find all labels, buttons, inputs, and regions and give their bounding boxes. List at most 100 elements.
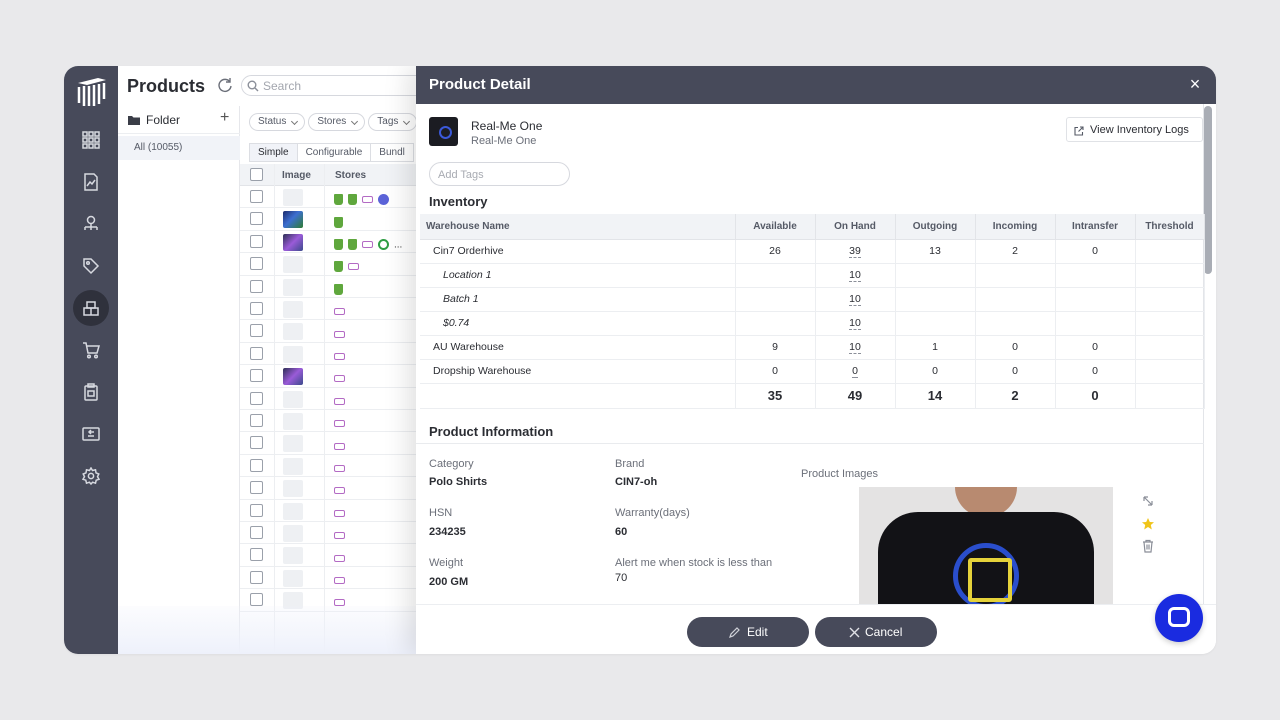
- tab-bundle[interactable]: Bundl: [370, 143, 414, 162]
- table-row[interactable]: [240, 410, 418, 433]
- woo-store-icon: [334, 353, 345, 361]
- table-row[interactable]: [240, 276, 418, 298]
- cart-icon[interactable]: [73, 332, 109, 368]
- table-row[interactable]: [240, 320, 418, 343]
- inventory-incoming: 0: [975, 359, 1056, 384]
- table-row[interactable]: [240, 477, 418, 500]
- add-tags-input[interactable]: [438, 167, 558, 182]
- tab-simple[interactable]: Simple: [249, 143, 298, 162]
- product-information-title: Product Information: [429, 424, 554, 439]
- row-checkbox[interactable]: [250, 234, 263, 248]
- round-store-icon: [378, 239, 389, 251]
- settings-icon[interactable]: [73, 458, 109, 494]
- returns-icon[interactable]: [73, 416, 109, 452]
- inventory-on-hand[interactable]: 10: [815, 335, 896, 360]
- inventory-on-hand[interactable]: 39: [815, 239, 896, 264]
- row-checkbox[interactable]: [250, 302, 263, 315]
- row-checkbox[interactable]: [250, 391, 263, 405]
- expand-icon[interactable]: [1141, 494, 1155, 508]
- warehouse-name: AU Warehouse: [420, 335, 736, 360]
- add-tags-field[interactable]: [429, 162, 570, 186]
- row-checkbox[interactable]: [250, 212, 263, 226]
- row-checkbox[interactable]: [250, 570, 263, 584]
- close-icon[interactable]: ×: [1189, 74, 1201, 94]
- network-icon[interactable]: [73, 206, 109, 242]
- row-checkbox[interactable]: [250, 503, 263, 517]
- add-folder-button[interactable]: +: [220, 109, 230, 126]
- on-hand-link[interactable]: 10: [849, 341, 861, 354]
- on-hand-link[interactable]: 10: [849, 269, 861, 282]
- reports-icon[interactable]: [73, 164, 109, 200]
- row-checkbox[interactable]: [250, 346, 263, 360]
- inventory-intransfer: 0: [1055, 239, 1136, 264]
- filter-tags[interactable]: Tags: [368, 113, 418, 131]
- table-row[interactable]: [240, 186, 418, 209]
- inventory-icon[interactable]: [73, 290, 109, 326]
- row-checkbox[interactable]: [250, 526, 263, 539]
- filter-stores[interactable]: Stores: [308, 113, 366, 131]
- inventory-row: Location 1 10: [420, 263, 1205, 288]
- inventory-on-hand[interactable]: 10: [815, 263, 896, 288]
- inventory-column-header: On Hand: [815, 214, 896, 240]
- inventory-outgoing: 1: [895, 335, 976, 360]
- row-checkbox[interactable]: [250, 481, 263, 495]
- tab-configurable[interactable]: Configurable: [296, 143, 372, 162]
- edit-button[interactable]: Edit: [687, 617, 809, 647]
- shopify-store-icon: [334, 216, 343, 228]
- inventory-column-header: Warehouse Name: [420, 214, 736, 240]
- row-checkbox[interactable]: [250, 369, 263, 383]
- table-row[interactable]: [240, 343, 418, 366]
- inventory-on-hand[interactable]: 10: [815, 287, 896, 312]
- row-checkbox[interactable]: [250, 324, 263, 338]
- cancel-button[interactable]: Cancel: [815, 617, 937, 647]
- table-row[interactable]: [240, 253, 418, 276]
- refresh-icon[interactable]: [217, 77, 233, 93]
- row-checkbox[interactable]: [250, 279, 263, 293]
- table-row[interactable]: [240, 432, 418, 455]
- row-checkbox[interactable]: [250, 257, 263, 271]
- table-row[interactable]: [240, 455, 418, 478]
- tag-icon[interactable]: [73, 248, 109, 284]
- table-row[interactable]: [240, 544, 418, 567]
- store-icons: [334, 303, 350, 321]
- search-box[interactable]: [241, 75, 431, 96]
- product-image[interactable]: [859, 487, 1113, 607]
- folder-column: Folder + All (10055): [118, 106, 240, 654]
- on-hand-link[interactable]: 10: [849, 317, 861, 330]
- product-detail-panel: Product Detail × Real-Me One Real-Me One…: [416, 66, 1216, 654]
- search-input[interactable]: [263, 77, 413, 94]
- inventory-body: Cin7 Orderhive 26 39 13 2 0 Location 1 10 Batch …: [420, 239, 1205, 409]
- dashboard-icon[interactable]: [73, 122, 109, 158]
- scrollbar[interactable]: [1204, 106, 1212, 274]
- table-row[interactable]: [240, 388, 418, 410]
- row-checkbox[interactable]: [250, 593, 263, 607]
- row-checkbox[interactable]: [250, 436, 263, 450]
- folder-item-all[interactable]: All (10055): [118, 136, 240, 160]
- select-all-checkbox[interactable]: [250, 168, 263, 181]
- on-hand-link[interactable]: 39: [849, 245, 861, 258]
- row-checkbox[interactable]: [250, 414, 263, 427]
- table-row[interactable]: [240, 365, 418, 388]
- table-row[interactable]: [240, 522, 418, 545]
- table-row[interactable]: [240, 567, 418, 590]
- inventory-on-hand[interactable]: 10: [815, 311, 896, 336]
- inventory-on-hand[interactable]: 0: [815, 359, 896, 384]
- row-checkbox[interactable]: [250, 548, 263, 562]
- table-row[interactable]: ...: [240, 231, 418, 254]
- table-row[interactable]: [240, 208, 418, 231]
- product-thumbnail: [283, 457, 303, 475]
- weight-value: 200 GM: [429, 576, 469, 588]
- clipboard-icon[interactable]: [73, 374, 109, 410]
- view-inventory-logs-button[interactable]: View Inventory Logs: [1066, 117, 1203, 142]
- row-checkbox[interactable]: [250, 190, 263, 203]
- table-row[interactable]: [240, 298, 418, 321]
- star-icon[interactable]: [1141, 517, 1155, 531]
- on-hand-link[interactable]: 10: [849, 293, 861, 306]
- table-row[interactable]: [240, 500, 418, 522]
- chat-button[interactable]: [1155, 594, 1203, 642]
- filter-status[interactable]: Status: [249, 113, 306, 131]
- row-checkbox[interactable]: [250, 458, 263, 472]
- trash-icon[interactable]: [1141, 539, 1155, 553]
- shopify-store-icon: [334, 261, 343, 273]
- on-hand-link[interactable]: 0: [852, 365, 858, 378]
